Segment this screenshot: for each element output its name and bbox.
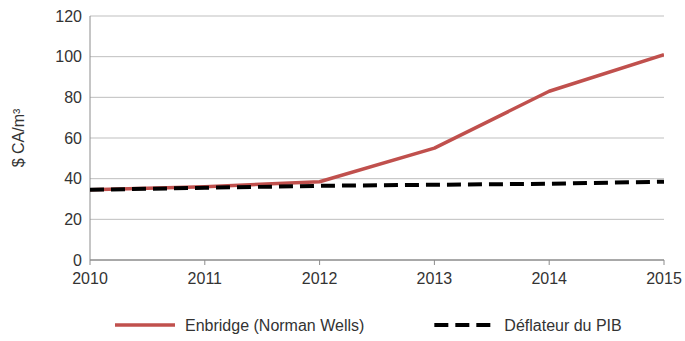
grid-line bbox=[90, 56, 664, 57]
legend-label: Déflateur du PIB bbox=[504, 317, 621, 334]
y-tick-label: 100 bbox=[55, 48, 82, 65]
legend-swatch bbox=[115, 323, 175, 327]
x-tick-label: 2013 bbox=[417, 270, 453, 287]
plot-area bbox=[90, 55, 664, 190]
series-line bbox=[90, 55, 664, 190]
x-tick bbox=[664, 260, 665, 265]
x-tick bbox=[90, 260, 91, 265]
y-tick-label: 60 bbox=[64, 130, 82, 147]
y-tick-label: 0 bbox=[73, 252, 82, 269]
grid-line bbox=[90, 16, 664, 17]
x-tick-label: 2014 bbox=[531, 270, 567, 287]
x-tick bbox=[549, 260, 550, 265]
y-tick-label: 120 bbox=[55, 8, 82, 25]
x-tick bbox=[204, 260, 205, 265]
legend-swatch bbox=[434, 323, 494, 327]
y-tick-label: 20 bbox=[64, 211, 82, 228]
y-tick-label: 80 bbox=[64, 89, 82, 106]
x-axis bbox=[90, 260, 664, 261]
y-tick-label: 40 bbox=[64, 170, 82, 187]
y-axis bbox=[90, 16, 91, 260]
x-tick-label: 2011 bbox=[188, 270, 223, 287]
grid-line bbox=[90, 97, 664, 98]
legend: Enbridge (Norman Wells) Déflateur du PIB bbox=[115, 317, 622, 334]
grid-line bbox=[90, 138, 664, 139]
x-tick-label: 2015 bbox=[646, 270, 682, 287]
grid-line bbox=[90, 260, 664, 261]
series-line bbox=[90, 182, 664, 190]
y-axis-label: $ CA/m³ bbox=[10, 108, 27, 167]
x-tick-label: 2012 bbox=[302, 270, 338, 287]
grid-line bbox=[90, 219, 664, 220]
legend-label: Enbridge (Norman Wells) bbox=[185, 317, 364, 334]
x-tick bbox=[319, 260, 320, 265]
x-tick bbox=[434, 260, 435, 265]
x-tick-label: 2010 bbox=[72, 270, 108, 287]
chart: 0 20 40 60 80 100 120 2010 2011 2012 2013 2014 2015 $… bbox=[0, 0, 685, 341]
grid-line bbox=[90, 178, 664, 179]
